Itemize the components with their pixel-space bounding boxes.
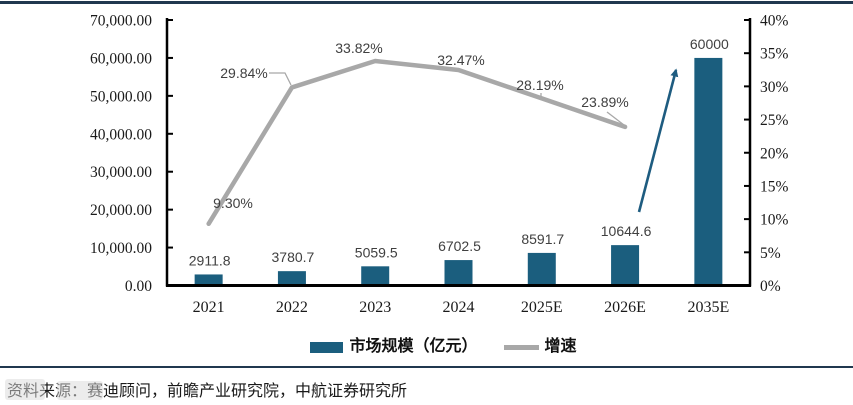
bar-value-label: 2911.8: [189, 252, 231, 268]
bar-value-label: 10644.6: [601, 223, 652, 239]
combo-bar-line-chart: 0.00 10,000.00 20,000.00 30,000.00 40,000.00…: [90, 13, 789, 317]
legend-item-growth-rate: 增速: [503, 338, 577, 355]
projection-arrow: [637, 68, 679, 213]
bar-2026E: [611, 245, 640, 286]
growth-rate-line: [206, 58, 628, 227]
right-axis-tick-label: 0%: [760, 278, 781, 295]
legend-label-market-size: 市场规模（亿元）: [349, 338, 478, 355]
growth-rate-data-label: 33.82%: [335, 40, 382, 56]
growth-rate-data-label: 9.30%: [213, 195, 253, 211]
left-axis-tick-label: 10,000.00: [90, 240, 152, 257]
x-axis-category-label: 2023: [359, 299, 391, 316]
right-axis-tick-label: 25%: [760, 112, 789, 129]
right-axis-tick-label: 30%: [760, 79, 789, 96]
bar-2022: [277, 271, 306, 286]
right-axis-tick-label: 5%: [760, 245, 781, 262]
growth-rate-data-label: 29.84%: [220, 65, 267, 81]
right-axis-tick-label: 15%: [760, 178, 789, 195]
right-axis-tick-label: 10%: [760, 212, 789, 229]
growth-rate-data-label: 32.47%: [437, 52, 484, 68]
left-axis-tick-label: 60,000.00: [90, 50, 152, 67]
left-axis-tick-label: 0.00: [125, 278, 152, 295]
x-axis-category-label: 2021: [193, 299, 225, 316]
bar-value-label: 60000: [690, 36, 729, 52]
footer-divider-rule: [0, 366, 853, 368]
left-axis-tick-label: 30,000.00: [90, 164, 152, 181]
x-axis-category-label: 2024: [443, 299, 475, 316]
left-axis-tick-label: 70,000.00: [90, 13, 152, 30]
bar-value-label: 8591.7: [521, 231, 564, 247]
x-axis-category-label: 2026E: [604, 299, 646, 316]
bar-2023: [361, 266, 390, 286]
bar-2025E: [527, 252, 556, 286]
growth-rate-data-label: 23.89%: [581, 94, 628, 110]
right-axis-tick-label: 20%: [760, 145, 789, 162]
right-axis-tick-label: 40%: [760, 13, 789, 30]
bar-value-label: 3780.7: [272, 249, 315, 265]
source-note: 资料来源：赛迪顾问，前瞻产业研究院，中航证券研究所: [7, 383, 408, 400]
bar-value-label: 5059.5: [355, 244, 398, 260]
right-axis-tick-label: 35%: [760, 46, 789, 63]
x-axis-category-label: 2022: [276, 299, 308, 316]
legend-label-growth-rate: 增速: [544, 338, 577, 355]
left-axis-tick-label: 40,000.00: [90, 126, 152, 143]
bar-2035E: [694, 57, 723, 286]
bar-2021: [194, 274, 223, 286]
legend-item-market-size: 市场规模（亿元）: [310, 338, 478, 355]
bar-2024: [444, 260, 473, 286]
legend: 市场规模（亿元） 增速: [17, 336, 853, 358]
line-series-swatch: [503, 344, 539, 350]
left-axis-tick-label: 20,000.00: [90, 202, 152, 219]
x-axis-category-label: 2035E: [687, 299, 729, 316]
top-border-rule: [0, 1, 853, 4]
bar-series-swatch: [310, 341, 344, 353]
bar-value-label: 6702.5: [438, 238, 481, 254]
left-axis-tick-label: 50,000.00: [90, 88, 152, 105]
x-axis-category-label: 2025E: [521, 299, 563, 316]
growth-rate-data-label: 28.19%: [516, 77, 563, 93]
